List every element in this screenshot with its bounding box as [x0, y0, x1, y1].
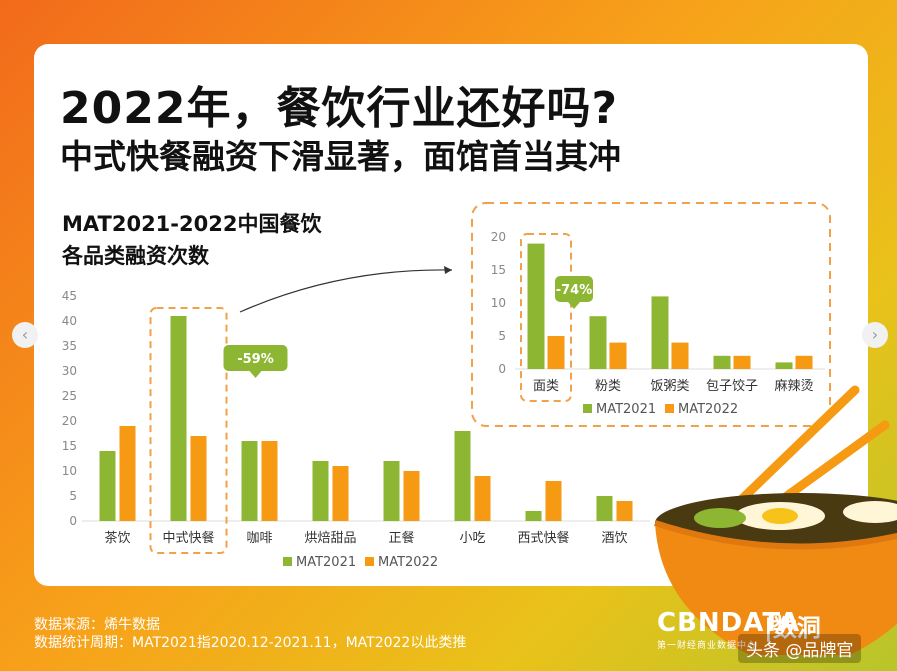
bar-mat2022 — [733, 355, 751, 369]
legend-label: MAT2022 — [378, 555, 438, 570]
bar-mat2021 — [170, 316, 187, 521]
callout-pointer — [249, 371, 262, 378]
legend-label: MAT2021 — [296, 555, 356, 570]
author-handle[interactable]: 头条 @品牌官 — [738, 634, 862, 663]
bar-mat2021 — [589, 316, 607, 369]
bar-mat2022 — [795, 355, 813, 369]
x-tick-label: 酒饮 — [601, 531, 627, 546]
connector-arrow — [239, 269, 453, 313]
bar-mat2022 — [403, 471, 420, 521]
x-tick-label: 粉类 — [595, 379, 621, 394]
bar-mat2022 — [190, 436, 207, 521]
page-subtitle: 中式快餐融资下滑显著，面馆首当其冲 — [60, 137, 621, 176]
y-tick-label: 0 — [498, 362, 506, 376]
page-title: 2022年，餐饮行业还好吗? — [60, 83, 618, 134]
y-tick-label: 45 — [62, 289, 77, 303]
chevron-left-icon[interactable]: ‹ — [12, 322, 38, 348]
bar-mat2021 — [775, 362, 793, 369]
callout-pointer — [568, 302, 580, 309]
bar-mat2021 — [525, 511, 542, 521]
noodle-bowl-illustration — [654, 385, 897, 655]
legend-swatch-mat2022 — [365, 557, 374, 566]
x-tick-label: 饭粥类 — [650, 378, 689, 394]
x-tick-label: 中式快餐 — [162, 530, 214, 546]
bar-mat2022 — [545, 481, 562, 521]
x-tick-label: 正餐 — [388, 530, 414, 546]
x-tick-label: 西式快餐 — [517, 530, 569, 546]
bar-mat2022 — [671, 342, 689, 369]
change-callout — [555, 276, 593, 302]
legend-label: MAT2021 — [596, 402, 656, 417]
bar-mat2021 — [312, 461, 329, 521]
change-callout-label: -74% — [556, 283, 593, 298]
bar-mat2022 — [616, 501, 633, 521]
y-tick-label: 5 — [498, 329, 506, 343]
bar-mat2022 — [261, 441, 278, 521]
bar-mat2022 — [332, 466, 349, 521]
x-tick-label: 茶饮 — [104, 530, 130, 546]
highlight-box — [520, 233, 572, 402]
bar-mat2021 — [527, 243, 545, 369]
bar-mat2022 — [609, 342, 627, 369]
y-tick-label: 0 — [69, 514, 77, 528]
bar-mat2021 — [241, 441, 258, 521]
period-note: 数据统计周期：MAT2021指2020.12-2021.11，MAT2022以此… — [34, 635, 467, 651]
x-tick-label: 麻辣烫 — [774, 379, 813, 394]
zoom-panel — [471, 202, 831, 427]
x-tick-label: 包子饺子 — [706, 379, 758, 394]
x-tick-label: 烘焙甜品 — [304, 530, 356, 546]
y-tick-label: 15 — [62, 439, 77, 453]
brand-tagline: 第一财经商业数据中心 — [657, 641, 758, 651]
chart-title-line1: MAT2021-2022中国餐饮 — [62, 212, 322, 236]
x-tick-label: 小吃 — [459, 530, 485, 546]
bar-mat2022 — [547, 336, 565, 369]
y-tick-label: 10 — [62, 464, 77, 478]
chart-title-line2: 各品类融资次数 — [62, 244, 209, 268]
y-tick-label: 15 — [491, 263, 506, 277]
connector-arrowhead — [444, 266, 452, 274]
legend-label: MAT2022 — [678, 402, 738, 417]
bar-mat2021 — [651, 296, 669, 369]
bar-mat2022 — [119, 426, 136, 521]
bar-mat2022 — [474, 476, 491, 521]
x-tick-label: 咖啡 — [246, 531, 272, 546]
bar-mat2021 — [454, 431, 471, 521]
y-tick-label: 40 — [62, 314, 77, 328]
y-tick-label: 20 — [491, 230, 506, 244]
y-tick-label: 35 — [62, 339, 77, 353]
change-callout — [223, 345, 288, 371]
change-callout-label: -59% — [237, 352, 274, 367]
y-tick-label: 10 — [491, 296, 506, 310]
y-tick-label: 5 — [69, 489, 77, 503]
legend-swatch-mat2021 — [283, 557, 292, 566]
y-tick-label: 30 — [62, 364, 77, 378]
brand-logo: CBNDATA — [657, 608, 801, 638]
y-tick-label: 25 — [62, 389, 77, 403]
bar-mat2021 — [383, 461, 400, 521]
x-tick-label: 面类 — [533, 379, 559, 394]
y-tick-label: 20 — [62, 414, 77, 428]
legend-swatch-mat2021 — [583, 404, 592, 413]
bar-mat2021 — [596, 496, 613, 521]
source-note: 数据来源：烯牛数据 — [34, 617, 160, 633]
legend-swatch-mat2022 — [665, 404, 674, 413]
bar-mat2021 — [713, 355, 731, 369]
chevron-right-icon[interactable]: › — [862, 322, 888, 348]
bar-mat2021 — [99, 451, 116, 521]
highlight-box — [149, 307, 228, 554]
brand-logo-cn: |数洞 — [764, 614, 821, 642]
